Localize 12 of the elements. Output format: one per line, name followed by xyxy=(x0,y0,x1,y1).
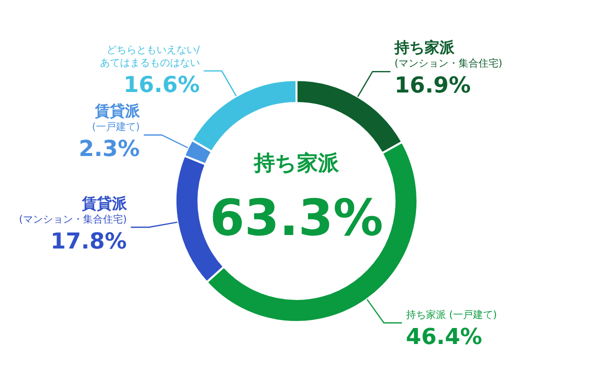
data-label: 2.3% xyxy=(78,137,140,162)
data-label: 16.6% xyxy=(123,72,200,98)
text: 63.3% xyxy=(210,189,384,247)
slice-label: 持ち家派 (一戸建て) xyxy=(406,308,497,321)
slice-label: 持ち家派 (マンション・集合住宅) xyxy=(393,38,502,70)
slice-label: どちらともいえない/ あてはまるものはない xyxy=(100,44,200,69)
data-label: 46.4% xyxy=(406,324,482,350)
slice-label: 賃貸派 (マンション・集合住宅) xyxy=(19,194,128,226)
data-label: 17.8% xyxy=(50,229,127,254)
slice-label: 賃貸派 (一戸建て) xyxy=(92,102,141,134)
text: 持ち家派 xyxy=(253,151,340,175)
data-label: 16.9% xyxy=(394,74,471,99)
